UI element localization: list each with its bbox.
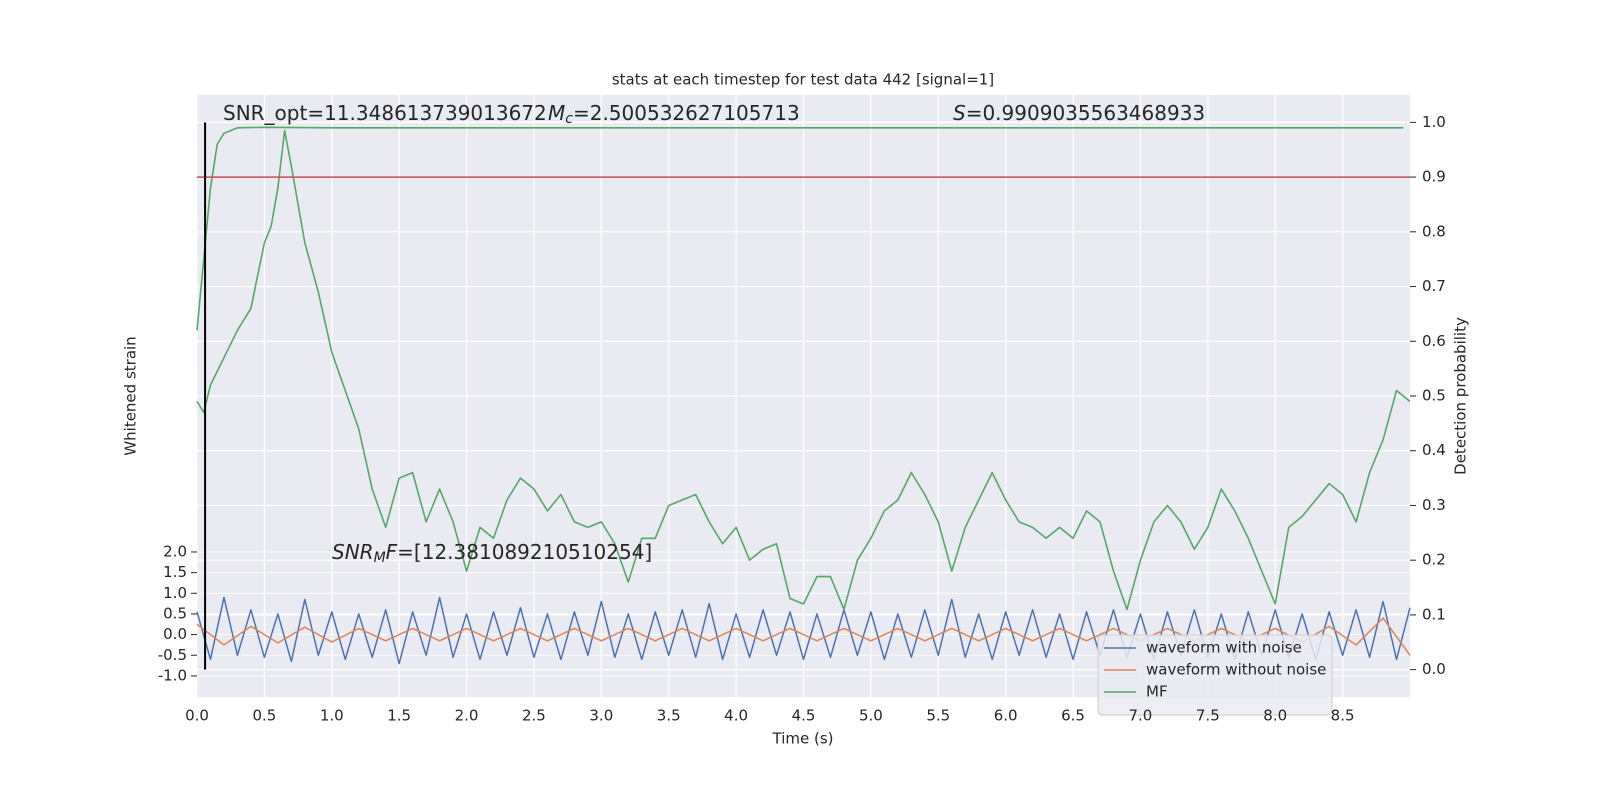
annotation: SNR_opt=11.348613739013672 <box>223 101 547 125</box>
x-tick-label: 2.0 <box>455 707 479 725</box>
x-tick-label: 7.0 <box>1129 707 1153 725</box>
annotation-text: F <box>386 540 398 564</box>
y2-tick-label: 0.8 <box>1422 222 1446 240</box>
chart-title: stats at each timestep for test data 442… <box>612 71 994 89</box>
y2-tick-label: 0.4 <box>1422 441 1446 459</box>
y-tick-label: -1.0 <box>158 666 187 684</box>
x-tick-label: 8.0 <box>1263 707 1287 725</box>
legend-label: waveform without noise <box>1146 661 1326 679</box>
annotation-text: S <box>953 101 966 125</box>
annotation-subscript: c <box>565 111 573 127</box>
x-tick-label: 5.0 <box>859 707 883 725</box>
x-tick-label: 0.0 <box>185 707 209 725</box>
annotation-text: =0.9909035563468933 <box>966 101 1205 125</box>
x-tick-label: 3.0 <box>589 707 613 725</box>
y2-tick-label: 1.0 <box>1422 113 1446 131</box>
annotation-text: SNR_opt=11.348613739013672 <box>223 101 547 125</box>
x-tick-label: 1.5 <box>387 707 411 725</box>
y2-tick-label: 0.1 <box>1422 605 1446 623</box>
y2-tick-label: 0.7 <box>1422 277 1446 295</box>
y2-axis-label: Detection probability <box>1452 317 1470 475</box>
y-tick-label: 0.5 <box>163 604 187 622</box>
y-tick-label: 0.0 <box>163 625 187 643</box>
y2-tick-label: 0.3 <box>1422 496 1446 514</box>
x-tick-label: 7.5 <box>1196 707 1220 725</box>
legend-box <box>1097 634 1333 716</box>
y-tick-label: 1.0 <box>163 584 187 602</box>
x-tick-label: 8.5 <box>1331 707 1355 725</box>
x-tick-label: 4.5 <box>792 707 816 725</box>
x-tick-label: 2.5 <box>522 707 546 725</box>
y-tick-label: -0.5 <box>158 646 187 664</box>
annotation-text: M <box>374 550 386 566</box>
y2-tick-label: 0.6 <box>1422 332 1446 350</box>
annotation-text: =[12.381089210510254] <box>397 540 652 564</box>
y-tick-label: 1.5 <box>163 563 187 581</box>
y2-tick-label: 0.0 <box>1422 660 1446 678</box>
y-tick-label: 2.0 <box>163 542 187 560</box>
x-tick-label: 3.5 <box>657 707 681 725</box>
y2-tick-label: 0.5 <box>1422 387 1446 405</box>
legend-label: waveform with noise <box>1146 639 1302 657</box>
y-axis-label: Whitened strain <box>122 336 140 455</box>
series-line <box>196 129 1411 611</box>
x-axis-label: Time (s) <box>772 730 834 748</box>
x-tick-label: 6.5 <box>1061 707 1085 725</box>
annotation-text: SNR <box>332 540 374 564</box>
annotation: SNRMF=[12.381089210510254] <box>332 540 652 567</box>
y2-tick-label: 0.2 <box>1422 551 1446 569</box>
annotation: S=0.9909035563468933 <box>953 101 1205 125</box>
x-tick-label: 5.5 <box>926 707 950 725</box>
x-tick-label: 6.0 <box>994 707 1018 725</box>
x-tick-label: 4.0 <box>724 707 748 725</box>
annotation: Mc=2.500532627105713 <box>548 101 800 128</box>
y2-tick-label: 0.9 <box>1422 168 1446 186</box>
annotation-text: M <box>548 101 565 125</box>
x-tick-label: 1.0 <box>320 707 344 725</box>
legend-label: MF <box>1146 683 1168 701</box>
annotation-text: =2.500532627105713 <box>573 101 800 125</box>
x-tick-label: 0.5 <box>252 707 276 725</box>
